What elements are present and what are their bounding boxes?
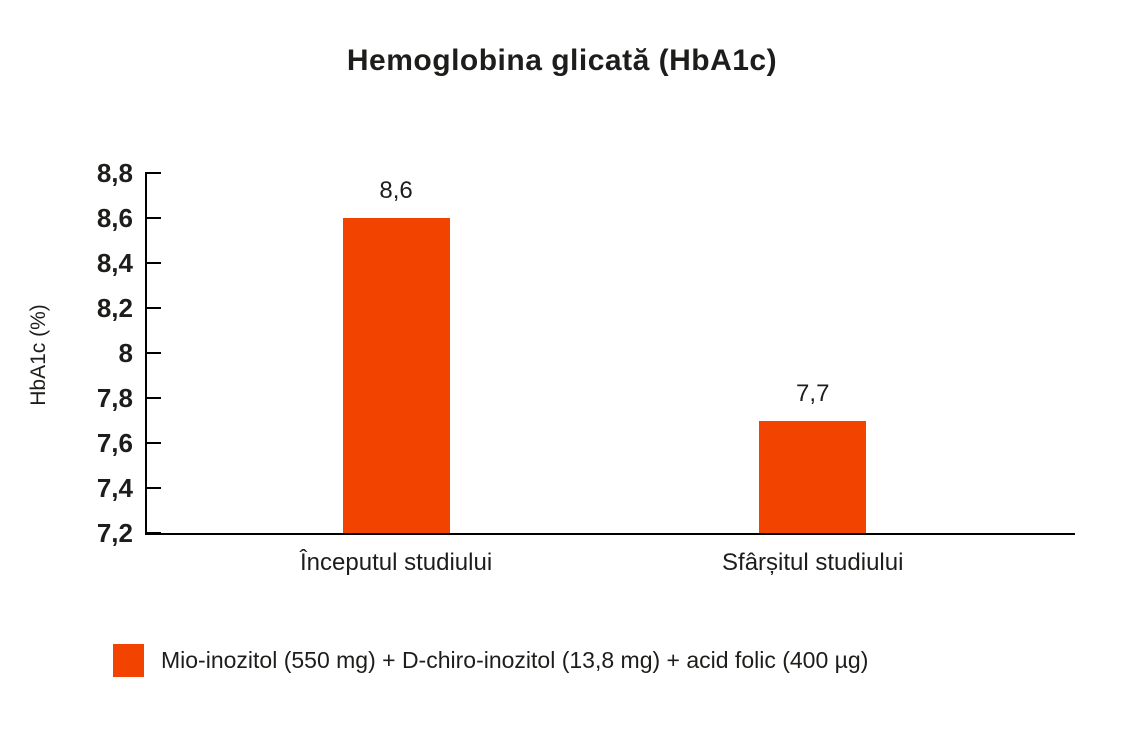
x-tick-label: Sfârșitul studiului: [722, 549, 904, 576]
y-tick-label: 7,2: [96, 518, 133, 548]
y-tick: [145, 262, 161, 264]
bar-value-label: 7,7: [796, 379, 830, 407]
legend-swatch: [113, 644, 144, 677]
y-tick: [145, 352, 161, 354]
y-tick-label: 7,4: [96, 473, 133, 503]
bar-value-label: 8,6: [379, 177, 413, 204]
y-axis-title: HbA1c (%): [27, 304, 50, 406]
y-tick-label: 7,8: [96, 383, 133, 413]
y-tick: [145, 217, 161, 219]
legend-label: Mio-inozitol (550 mg) + D-chiro-inozitol…: [161, 647, 869, 673]
y-axis-line: [145, 173, 147, 535]
y-tick-label: 8,8: [96, 158, 133, 188]
legend: Mio-inozitol (550 mg) + D-chiro-inozitol…: [113, 644, 868, 677]
y-tick: [145, 532, 161, 534]
y-tick-label: 8,6: [96, 203, 133, 233]
chart-title: Hemoglobina glicată (HbA1c): [346, 44, 778, 77]
y-tick-label: 8,4: [96, 248, 133, 278]
bar: [759, 420, 867, 533]
y-tick: [145, 307, 161, 309]
y-tick: [145, 487, 161, 489]
y-tick: [145, 172, 161, 174]
y-tick-label: 8: [118, 338, 133, 368]
bar: [342, 218, 450, 533]
x-tick-label: Începutul studiului: [300, 549, 493, 576]
y-tick: [145, 397, 161, 399]
y-tick-label: 8,2: [96, 293, 133, 323]
y-tick-label: 7,6: [96, 428, 133, 458]
y-tick: [145, 442, 161, 444]
x-axis-line: [145, 533, 1075, 535]
